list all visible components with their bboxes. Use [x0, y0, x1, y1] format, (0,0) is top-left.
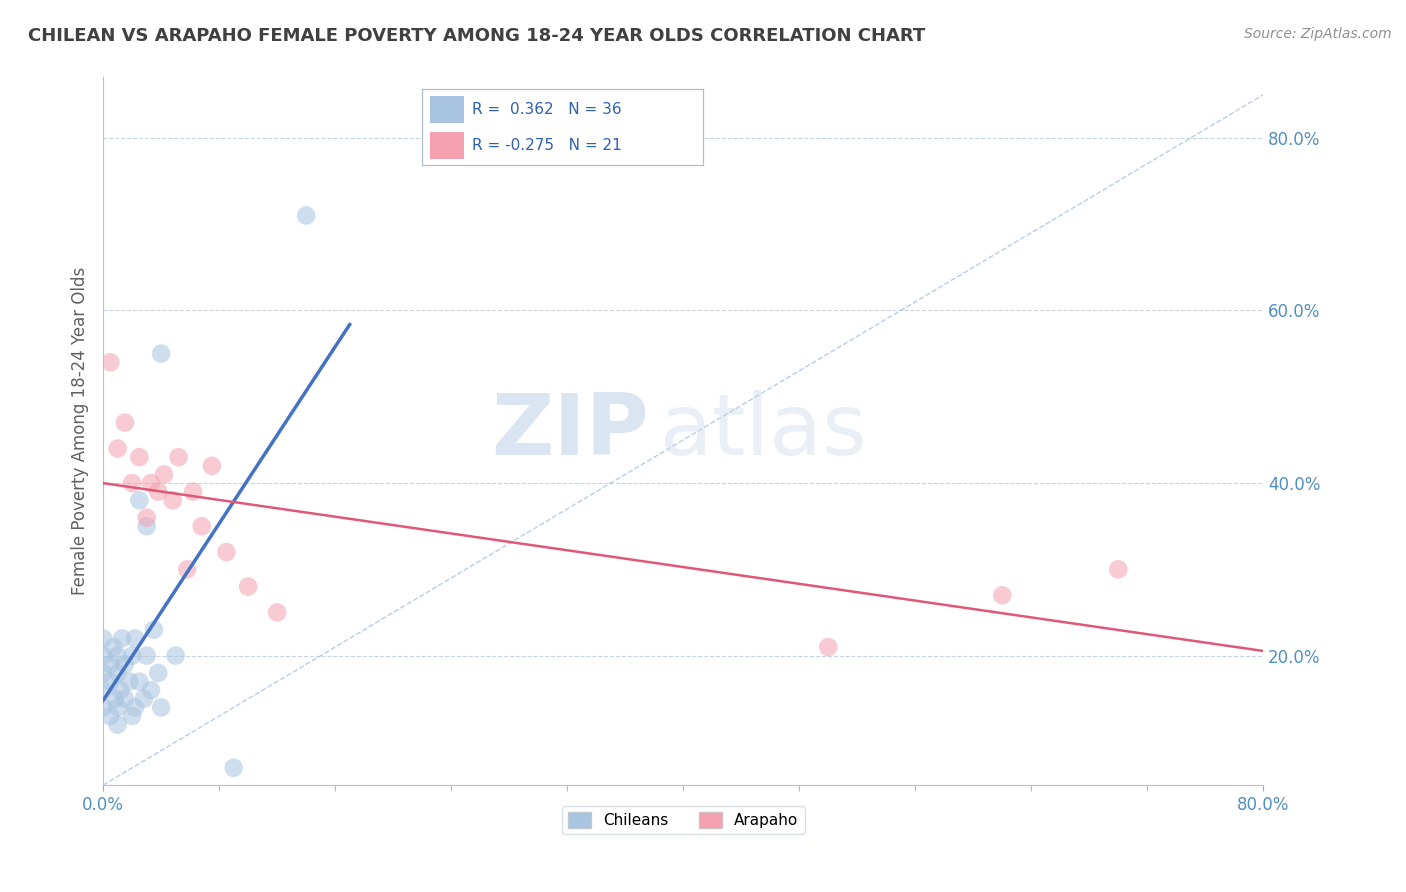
Point: [124, 700, 146, 714]
Point: [142, 623, 165, 637]
Point: [107, 648, 129, 663]
Point: [104, 691, 127, 706]
Text: R =  0.362   N = 36: R = 0.362 N = 36: [472, 103, 621, 117]
Text: CHILEAN VS ARAPAHO FEMALE POVERTY AMONG 18-24 YEAR OLDS CORRELATION CHART: CHILEAN VS ARAPAHO FEMALE POVERTY AMONG …: [28, 27, 925, 45]
Point: [148, 665, 170, 680]
Point: [201, 458, 224, 473]
Point: [181, 484, 204, 499]
Point: [153, 467, 176, 482]
Point: [107, 717, 129, 731]
Point: [118, 674, 141, 689]
Point: [176, 562, 198, 576]
Point: [91, 648, 114, 663]
Point: [132, 691, 155, 706]
Point: [817, 640, 839, 654]
Point: [103, 640, 125, 654]
Point: [107, 700, 129, 714]
Point: [91, 665, 114, 680]
Point: [124, 632, 146, 646]
Point: [295, 209, 318, 223]
Point: [100, 657, 122, 672]
Point: [91, 683, 114, 698]
Point: [107, 442, 129, 456]
Point: [100, 674, 122, 689]
Point: [121, 709, 143, 723]
Point: [236, 580, 259, 594]
Point: [107, 665, 129, 680]
Point: [121, 648, 143, 663]
Text: R = -0.275   N = 21: R = -0.275 N = 21: [472, 137, 623, 153]
Point: [114, 691, 136, 706]
Point: [1107, 562, 1129, 576]
Point: [190, 519, 212, 533]
Point: [266, 606, 288, 620]
Point: [114, 416, 136, 430]
Point: [128, 674, 150, 689]
Text: ZIP: ZIP: [491, 390, 648, 473]
Point: [128, 493, 150, 508]
Point: [991, 588, 1014, 602]
Y-axis label: Female Poverty Among 18-24 Year Olds: Female Poverty Among 18-24 Year Olds: [72, 267, 89, 595]
Point: [167, 450, 190, 465]
Point: [91, 632, 114, 646]
Point: [135, 648, 157, 663]
Point: [139, 476, 162, 491]
Point: [111, 632, 134, 646]
Point: [150, 346, 173, 360]
FancyBboxPatch shape: [430, 96, 464, 123]
Point: [165, 648, 187, 663]
Point: [114, 657, 136, 672]
Point: [148, 484, 170, 499]
FancyBboxPatch shape: [430, 132, 464, 159]
Point: [100, 709, 122, 723]
Point: [91, 700, 114, 714]
Point: [128, 450, 150, 465]
Point: [121, 476, 143, 491]
Point: [135, 519, 157, 533]
Point: [215, 545, 238, 559]
Text: Source: ZipAtlas.com: Source: ZipAtlas.com: [1244, 27, 1392, 41]
Point: [150, 700, 173, 714]
Point: [222, 761, 245, 775]
Point: [162, 493, 184, 508]
Point: [139, 683, 162, 698]
Point: [110, 683, 132, 698]
Point: [135, 510, 157, 524]
Legend: Chileans, Arapaho: Chileans, Arapaho: [562, 805, 804, 834]
Point: [100, 355, 122, 369]
Text: atlas: atlas: [659, 390, 868, 473]
